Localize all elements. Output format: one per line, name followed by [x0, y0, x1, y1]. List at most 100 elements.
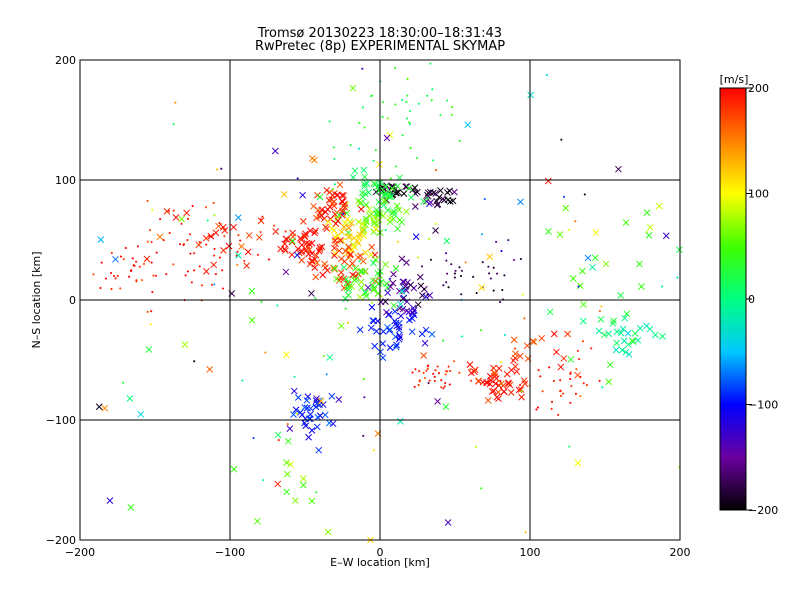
data-point-x	[426, 188, 434, 196]
data-point-x	[675, 246, 683, 254]
data-point-x	[219, 223, 227, 231]
data-point-dot	[422, 371, 425, 374]
data-point-x	[579, 267, 586, 275]
data-point-dot	[501, 288, 504, 291]
data-point-dot	[198, 240, 201, 243]
data-point-dot	[172, 209, 175, 212]
data-point-x	[254, 517, 261, 525]
data-point-x	[483, 379, 491, 387]
data-point-dot	[513, 347, 516, 350]
data-point-x	[337, 237, 344, 244]
data-point-x	[389, 209, 396, 216]
data-point-x	[282, 235, 290, 243]
data-point-x	[324, 528, 332, 536]
data-point-dot	[220, 167, 223, 170]
data-point-x	[580, 301, 587, 308]
data-point-dot	[358, 260, 361, 263]
data-point-x	[368, 303, 376, 311]
data-point-x	[357, 252, 364, 260]
data-point-x	[384, 206, 392, 214]
data-point-dot	[458, 266, 461, 269]
data-point-dot	[395, 165, 398, 168]
data-point-x	[362, 215, 370, 223]
data-point-x	[426, 200, 433, 208]
data-point-dot	[453, 272, 456, 275]
data-point-x	[286, 425, 294, 432]
data-point-x	[420, 198, 428, 205]
data-point-x	[373, 327, 380, 335]
data-point-x	[491, 370, 499, 378]
data-point-dot	[172, 123, 175, 126]
data-point-x	[282, 268, 290, 276]
data-point-dot	[213, 247, 216, 250]
y-tick-label: −100	[46, 414, 76, 427]
data-point-dot	[550, 407, 553, 410]
data-point-dot	[204, 206, 207, 209]
data-point-x	[183, 209, 190, 217]
data-point-x	[127, 504, 135, 511]
data-point-x	[338, 211, 346, 219]
data-point-dot	[445, 259, 448, 262]
data-point-dot	[159, 218, 162, 221]
data-point-dot	[426, 293, 429, 296]
data-point-x	[355, 218, 362, 226]
data-point-dot	[443, 385, 446, 388]
data-point-x	[517, 386, 525, 393]
data-point-dot	[574, 392, 577, 395]
data-point-x	[617, 329, 625, 337]
data-point-x	[605, 330, 612, 338]
data-point-dot	[189, 252, 192, 255]
data-point-x	[248, 287, 256, 295]
data-point-x	[510, 336, 518, 344]
data-point-x	[567, 356, 575, 363]
data-point-x	[444, 196, 452, 204]
data-point-x	[300, 218, 307, 225]
data-point-x	[612, 346, 620, 354]
data-point-x	[305, 415, 313, 423]
data-point-dot	[585, 384, 588, 387]
data-point-dot	[389, 177, 392, 180]
chart-subtitle: RwPretec (8p) EXPERIMENTAL SKYMAP	[254, 39, 506, 54]
data-point-x	[339, 237, 346, 245]
data-point-dot	[386, 117, 389, 120]
data-point-dot	[396, 240, 399, 243]
data-point-dot	[331, 188, 334, 191]
data-point-x	[329, 191, 336, 199]
data-point-x	[513, 368, 521, 375]
data-point-dot	[420, 265, 423, 268]
data-point-dot	[483, 198, 486, 201]
data-point-dot	[434, 369, 437, 372]
data-point-x	[298, 248, 305, 256]
data-point-x	[101, 404, 109, 412]
data-point-x	[308, 250, 316, 257]
data-point-x	[299, 191, 307, 199]
data-point-dot	[523, 317, 526, 320]
data-point-x	[403, 307, 411, 315]
data-point-dot	[440, 379, 443, 382]
data-point-dot	[432, 372, 435, 375]
data-point-x	[356, 293, 364, 301]
data-point-dot	[475, 291, 478, 294]
data-point-x	[631, 329, 639, 337]
data-point-dot	[519, 258, 522, 261]
data-point-x	[372, 256, 380, 263]
data-point-x	[407, 194, 415, 201]
data-point-dot	[429, 62, 432, 65]
data-point-dot	[223, 235, 226, 238]
data-point-dot	[128, 275, 131, 278]
data-point-dot	[388, 277, 391, 280]
data-point-dot	[267, 258, 270, 261]
data-point-dot	[165, 273, 168, 276]
data-point-dot	[645, 231, 648, 234]
data-point-x	[359, 226, 366, 234]
data-point-x	[305, 240, 313, 248]
data-point-dot	[560, 138, 563, 141]
data-point-dot	[537, 369, 540, 372]
data-point-x	[318, 206, 326, 214]
data-point-x	[245, 232, 253, 239]
data-point-x	[379, 354, 387, 362]
data-point-dot	[500, 360, 503, 363]
data-point-x	[546, 308, 554, 316]
data-point-x	[163, 208, 171, 215]
data-point-dot	[423, 288, 426, 291]
